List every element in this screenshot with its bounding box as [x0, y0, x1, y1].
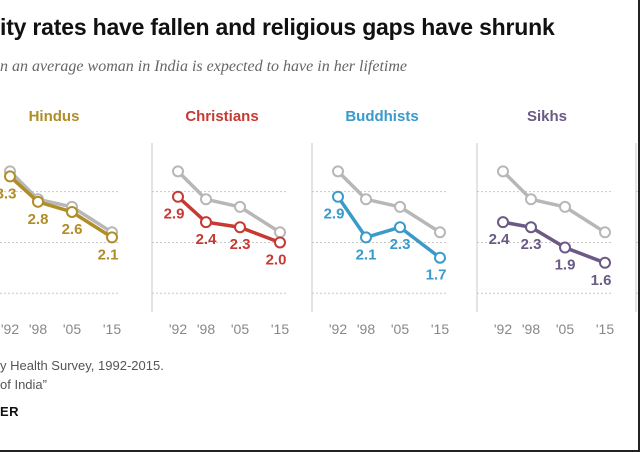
- data-label: 2.3: [230, 236, 251, 253]
- panel-title: Christians: [185, 108, 258, 125]
- brand-logo-text: ER: [0, 404, 19, 419]
- series-line: [336, 195, 442, 260]
- data-point: [274, 236, 286, 249]
- data-point: [106, 231, 118, 244]
- reference-point: [234, 200, 246, 213]
- reference-point: [559, 200, 571, 213]
- x-tick-label: '15: [596, 321, 614, 337]
- data-label: 1.6: [591, 272, 612, 289]
- panel-title: Sikhs: [527, 108, 567, 125]
- panel-sikhs: '92 '98 '05 '15 Sikhs 2.4 2.3 1.9 1.6: [476, 108, 614, 337]
- reference-line: [501, 170, 606, 234]
- reference-point: [200, 193, 212, 206]
- data-label: 2.8: [28, 211, 49, 228]
- reference-point: [434, 226, 446, 239]
- x-tick-label: '98: [29, 321, 47, 337]
- x-tick-label: '92: [169, 321, 187, 337]
- panel-title: Hindus: [29, 108, 80, 125]
- x-tick-label: '92: [1, 321, 19, 337]
- data-point: [360, 231, 372, 244]
- data-label: 2.4: [489, 231, 511, 248]
- data-point: [497, 216, 509, 229]
- panel-christians: '92 '98 '05 '15 Christians 2.9 2.4 2.3 2.0: [151, 108, 289, 337]
- series-line: [8, 175, 113, 239]
- x-tick-label: '98: [197, 321, 215, 337]
- data-point: [32, 195, 44, 208]
- reference-line: [336, 170, 441, 234]
- x-tick-label: '05: [391, 321, 409, 337]
- data-point: [234, 221, 246, 234]
- reference-point: [360, 193, 372, 206]
- data-point: [66, 205, 78, 218]
- series-line: [502, 220, 606, 265]
- data-label: 2.4: [196, 231, 218, 248]
- source-note: y Health Survey, 1992-2015.: [0, 358, 164, 373]
- chart-title: ity rates have fallen and religious gaps…: [0, 14, 555, 40]
- data-point: [394, 221, 406, 234]
- data-label: 3.3: [0, 185, 16, 202]
- data-point: [332, 190, 344, 203]
- reference-point: [599, 226, 611, 239]
- data-label: 1.7: [426, 267, 447, 284]
- x-tick-label: '05: [556, 321, 574, 337]
- x-tick-label: '15: [103, 321, 121, 337]
- x-tick-label: '98: [522, 321, 540, 337]
- data-label: 2.1: [356, 246, 377, 263]
- data-label: 2.0: [266, 251, 287, 268]
- data-label: 2.9: [164, 206, 185, 223]
- reference-line: [8, 170, 113, 234]
- data-point: [172, 190, 184, 203]
- data-point: [434, 251, 446, 264]
- data-point: [559, 241, 571, 254]
- data-point: [525, 221, 537, 234]
- panel-title: Buddhists: [345, 108, 418, 125]
- data-point: [599, 256, 611, 269]
- data-label: 2.1: [98, 246, 119, 263]
- reference-line: [176, 170, 281, 234]
- panel-hindus: '92 '98 '05 '15 Hindus 3.3 2.8 2.6 2.1: [0, 108, 121, 337]
- reference-point: [274, 226, 286, 239]
- small-multiples-chart: '92'98'05'15Hindus3.32.82.62.1'92'98'05'…: [0, 108, 640, 337]
- data-point: [200, 216, 212, 229]
- source-report-note: of India”: [0, 377, 47, 392]
- data-label: 2.6: [62, 221, 83, 238]
- x-tick-label: '05: [231, 321, 249, 337]
- reference-point: [394, 200, 406, 213]
- panel-buddhists: '92 '98 '05 '15 Buddhists 2.9 2.1 2.3 1.7: [311, 108, 449, 337]
- reference-point: [332, 165, 344, 178]
- x-tick-label: '05: [63, 321, 81, 337]
- x-tick-label: '92: [329, 321, 347, 337]
- reference-point: [525, 193, 537, 206]
- x-tick-label: '98: [357, 321, 375, 337]
- x-tick-label: '15: [271, 321, 289, 337]
- data-point: [4, 170, 16, 183]
- series-line: [176, 195, 281, 245]
- data-label: 1.9: [555, 257, 576, 274]
- panel-partial: '92'98'05'15: [635, 143, 640, 312]
- data-label: 2.3: [521, 236, 542, 253]
- x-tick-label: '92: [494, 321, 512, 337]
- data-label: 2.9: [324, 206, 345, 223]
- reference-point: [497, 165, 509, 178]
- chart-subtitle: n an average woman in India is expected …: [0, 58, 408, 75]
- data-label: 2.3: [390, 236, 411, 253]
- x-tick-label: '15: [431, 321, 449, 337]
- reference-point: [172, 165, 184, 178]
